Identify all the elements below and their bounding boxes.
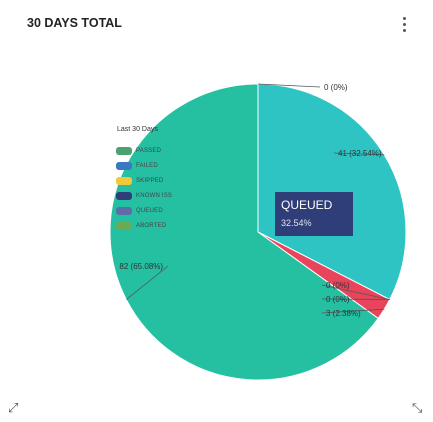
label-leader-line [321, 284, 390, 300]
legend-label: QUEUED [136, 207, 163, 214]
card-title: 30 DAYS TOTAL [27, 16, 122, 30]
legend-swatch [116, 161, 132, 170]
resize-left-icon[interactable]: ⤢ [8, 400, 19, 415]
data-label-skipped: 82 (65.08%) [119, 262, 163, 271]
data-label-failed: 0 (0%) [326, 295, 350, 304]
legend-label: SKIPPED [136, 177, 164, 184]
label-leader-line [321, 298, 390, 300]
data-label-known-issue: 0 (0%) [326, 281, 350, 290]
data-label-passed: 0 (0%) [324, 83, 348, 92]
legend-item-known-iss[interactable]: KNOWN ISS [116, 188, 213, 203]
label-leader-line [333, 152, 385, 156]
legend-swatch [116, 176, 132, 185]
legend-label: ABORTED [136, 222, 167, 229]
legend-item-aborted[interactable]: ABORTED [116, 218, 213, 233]
legend-swatch [116, 191, 132, 200]
legend-title: Last 30 Days [117, 126, 158, 133]
legend-label: KNOWN ISS [136, 192, 173, 199]
legend-item-queued[interactable]: QUEUED [116, 203, 213, 218]
label-leader-line [126, 265, 169, 300]
legend-label: PASSED [136, 147, 162, 154]
legend-item-passed[interactable]: PASSED [116, 143, 213, 158]
resize-right-icon[interactable]: ⤡ [412, 400, 423, 415]
legend-label: FAILED [136, 162, 158, 169]
tooltip-label: QUEUED [281, 198, 333, 212]
legend-swatch [116, 206, 132, 215]
legend-swatch [116, 221, 132, 230]
data-label-aborted: 3 (2.38%) [326, 309, 361, 318]
chart-tooltip: QUEUED 32.54% [275, 192, 353, 236]
label-leader-line [321, 308, 385, 314]
more-options-icon[interactable] [398, 14, 410, 38]
chart-legend: Last 30 Days PASSED FAILED SKIPPED KNOWN IS… [113, 126, 213, 233]
legend-item-failed[interactable]: FAILED [116, 158, 213, 173]
label-leader-line [257, 83, 321, 88]
tooltip-value: 32.54% [281, 218, 312, 228]
legend-item-skipped[interactable]: SKIPPED [116, 173, 213, 188]
legend-swatch [116, 146, 132, 155]
data-label-queued: 41 (32.54%) [338, 149, 382, 158]
